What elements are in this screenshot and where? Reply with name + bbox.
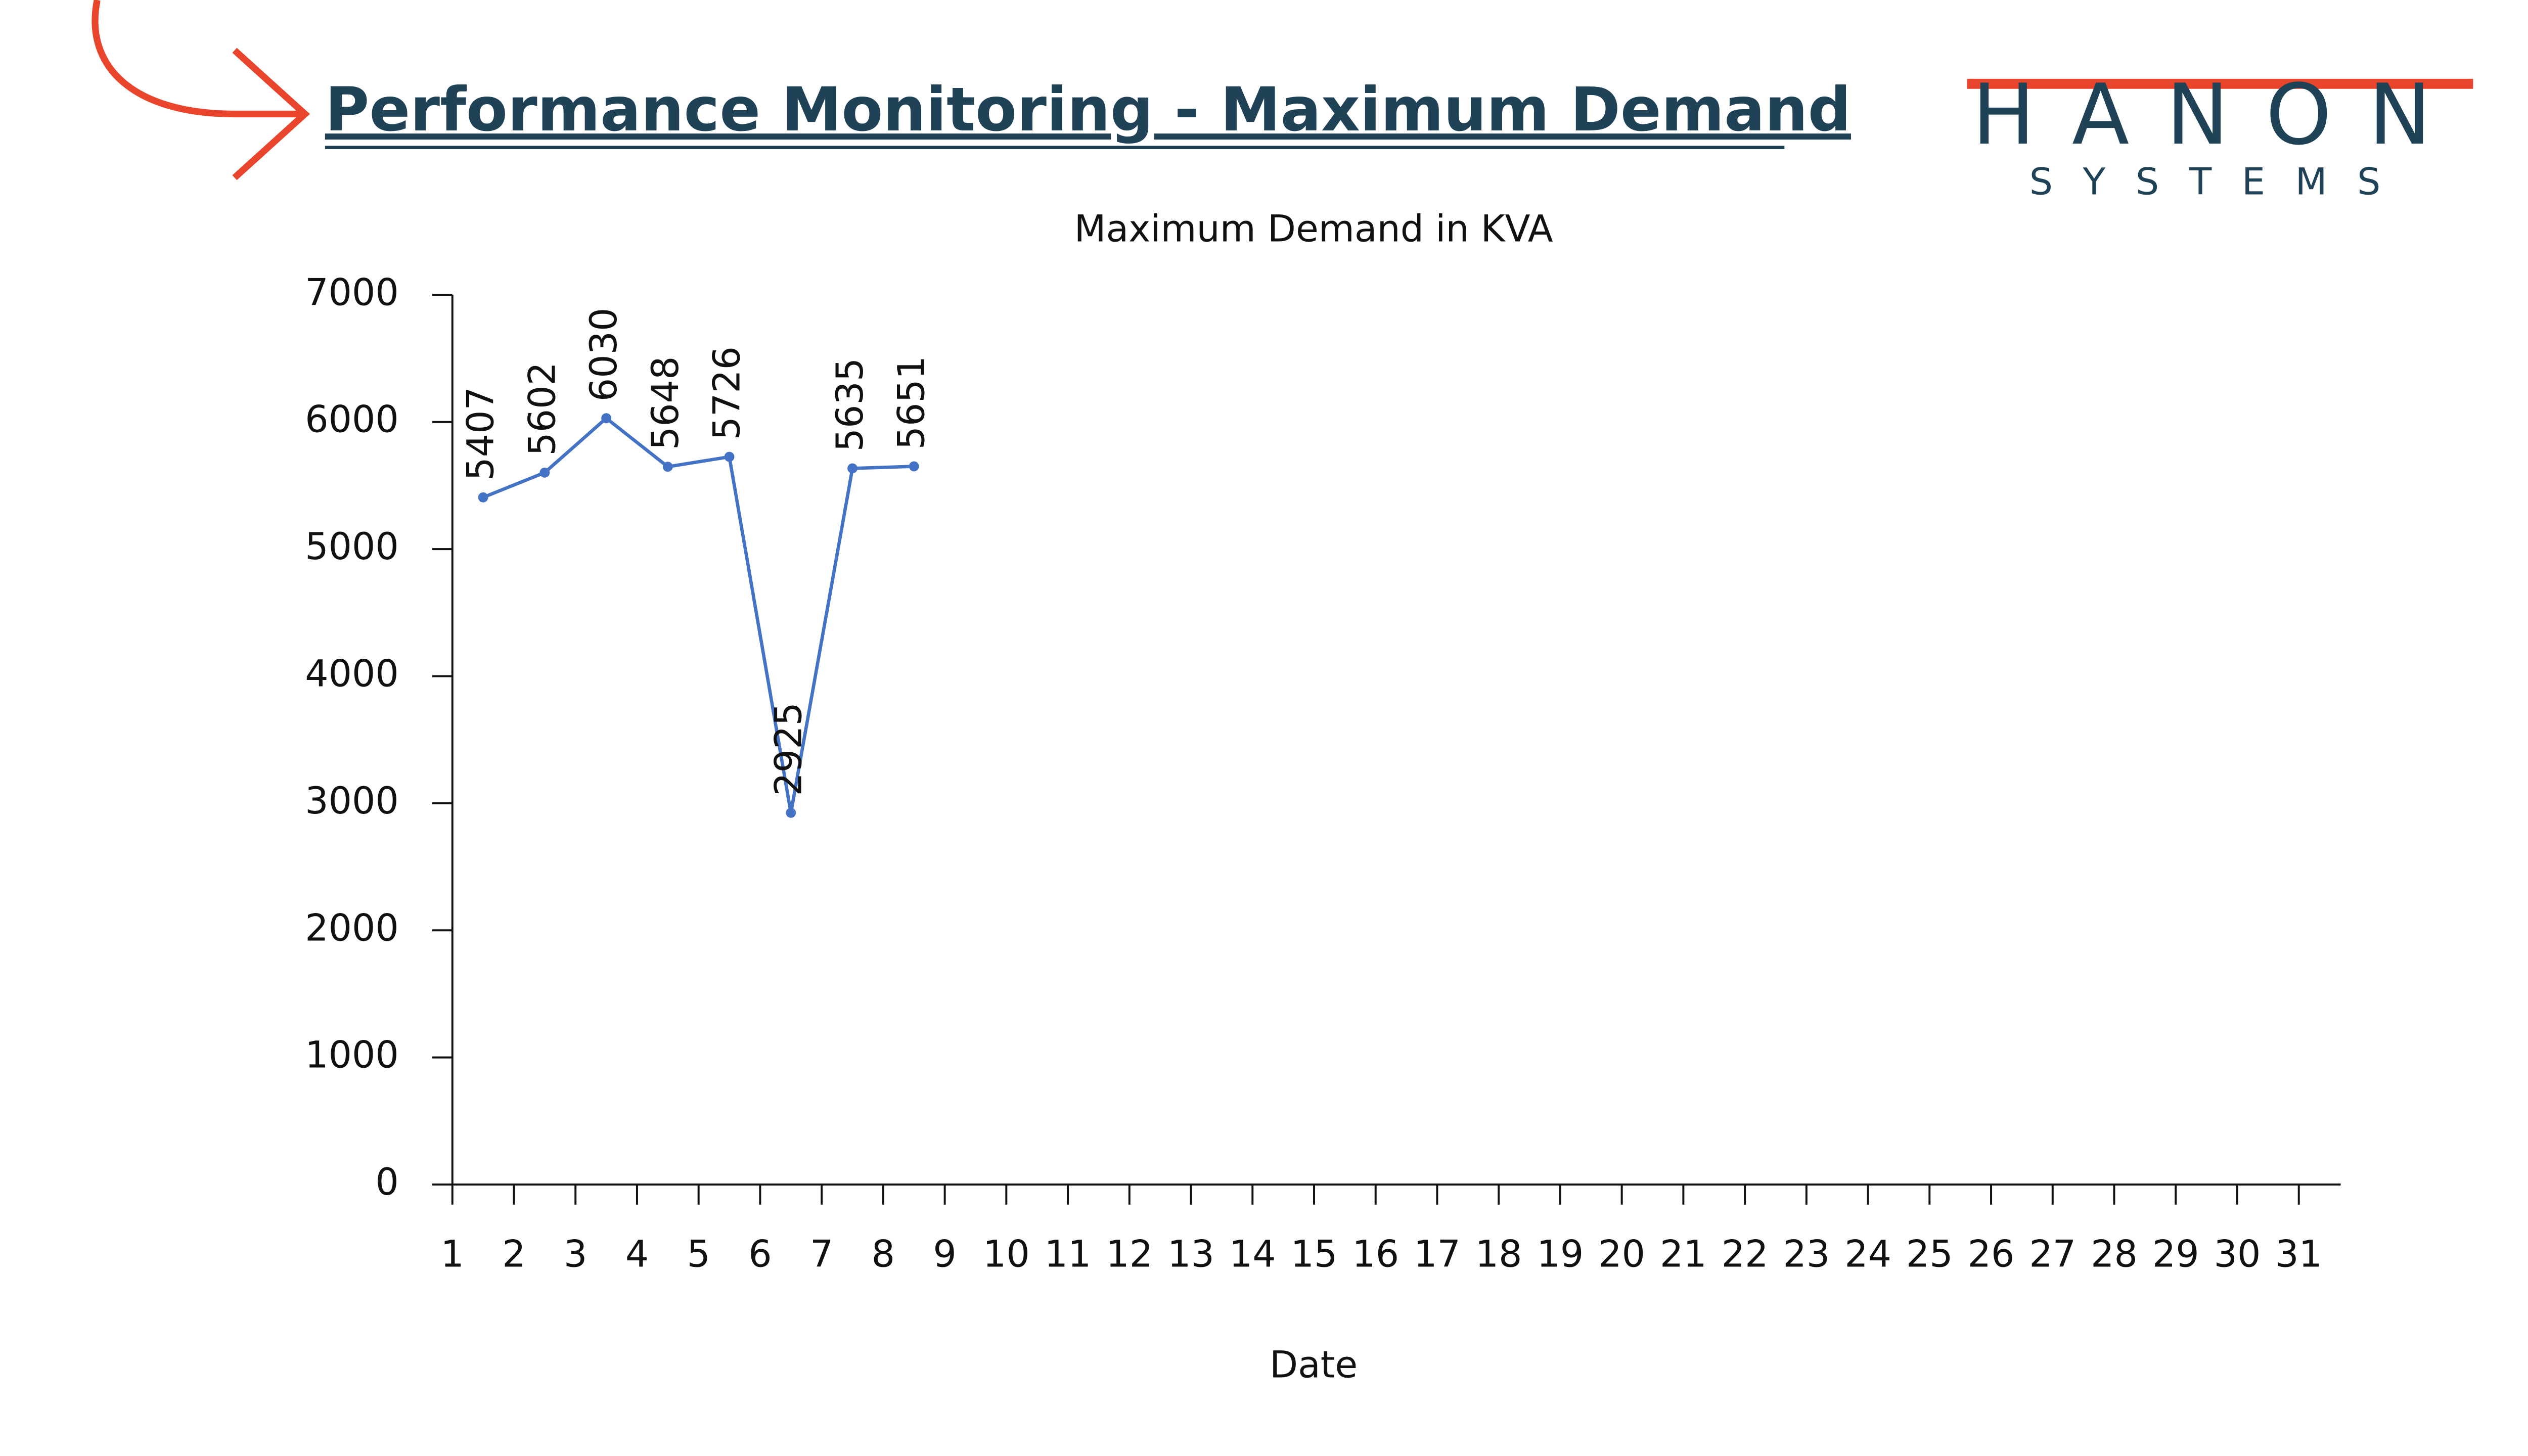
y-tick-label: 6000 — [305, 398, 399, 441]
logo-accent — [1967, 78, 2473, 89]
logo-name: HANON — [1972, 66, 2468, 164]
data-label: 5407 — [460, 387, 503, 481]
data-label: 5648 — [644, 356, 687, 450]
x-tick-label: 17 — [1414, 1233, 1461, 1276]
data-label: 2925 — [767, 702, 810, 796]
x-tick-label: 30 — [2214, 1233, 2261, 1276]
data-label: 6030 — [582, 308, 625, 402]
y-tick-label: 0 — [375, 1161, 398, 1204]
x-tick-label: 26 — [1968, 1233, 2015, 1276]
x-tick-label: 5 — [687, 1233, 710, 1276]
x-tick-label: 11 — [1045, 1233, 1092, 1276]
x-tick-label: 31 — [2275, 1233, 2322, 1276]
x-tick-label: 15 — [1291, 1233, 1338, 1276]
data-point — [601, 413, 612, 424]
y-tick-label: 4000 — [305, 653, 399, 696]
data-point — [909, 461, 919, 472]
x-tick-label: 14 — [1229, 1233, 1276, 1276]
data-point — [539, 467, 550, 478]
x-tick-label: 10 — [983, 1233, 1030, 1276]
x-tick-label: 25 — [1906, 1233, 1953, 1276]
x-tick-label: 12 — [1106, 1233, 1153, 1276]
data-point — [786, 807, 796, 818]
y-tick-label: 2000 — [305, 906, 399, 949]
y-tick-label: 7000 — [305, 271, 399, 314]
x-tick-label: 9 — [933, 1233, 956, 1276]
x-tick-label: 13 — [1167, 1233, 1214, 1276]
x-tick-label: 8 — [872, 1233, 895, 1276]
data-point — [724, 451, 735, 462]
data-point — [662, 462, 673, 472]
chart-title: Maximum Demand in KVA — [1074, 207, 1553, 250]
data-label: 5602 — [521, 362, 564, 456]
logo-tagline: SYSTEMS — [2029, 161, 2411, 204]
x-tick-label: 3 — [564, 1233, 587, 1276]
x-tick-label: 21 — [1660, 1233, 1707, 1276]
x-tick-label: 22 — [1722, 1233, 1769, 1276]
data-label: 5726 — [706, 346, 749, 440]
x-tick-label: 19 — [1537, 1233, 1584, 1276]
x-tick-label: 24 — [1844, 1233, 1891, 1276]
slide-title: Performance Monitoring - Maximum Demand — [325, 75, 1851, 145]
x-tick-label: 29 — [2152, 1233, 2199, 1276]
x-tick-label: 16 — [1352, 1233, 1399, 1276]
data-label: 5651 — [890, 356, 933, 450]
x-axis-label: Date — [1270, 1343, 1358, 1386]
y-tick-label: 3000 — [305, 780, 399, 823]
x-tick-label: 20 — [1598, 1233, 1645, 1276]
y-tick-label: 5000 — [305, 525, 399, 568]
x-tick-label: 4 — [625, 1233, 649, 1276]
x-tick-label: 18 — [1475, 1233, 1522, 1276]
y-tick-label: 1000 — [305, 1034, 399, 1077]
x-tick-label: 7 — [810, 1233, 833, 1276]
data-point — [478, 492, 488, 503]
x-tick-label: 6 — [748, 1233, 772, 1276]
x-tick-label: 28 — [2091, 1233, 2138, 1276]
data-point — [847, 463, 857, 474]
decorative-arrow — [92, 0, 310, 180]
x-tick-label: 27 — [2029, 1233, 2076, 1276]
series-line — [482, 416, 914, 813]
x-tick-label: 2 — [502, 1233, 525, 1276]
x-tick-label: 1 — [441, 1233, 464, 1276]
data-label: 5635 — [829, 358, 872, 452]
x-tick-label: 23 — [1783, 1233, 1830, 1276]
